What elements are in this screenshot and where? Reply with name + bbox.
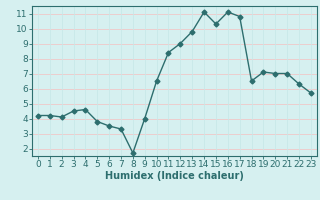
X-axis label: Humidex (Indice chaleur): Humidex (Indice chaleur) (105, 171, 244, 181)
